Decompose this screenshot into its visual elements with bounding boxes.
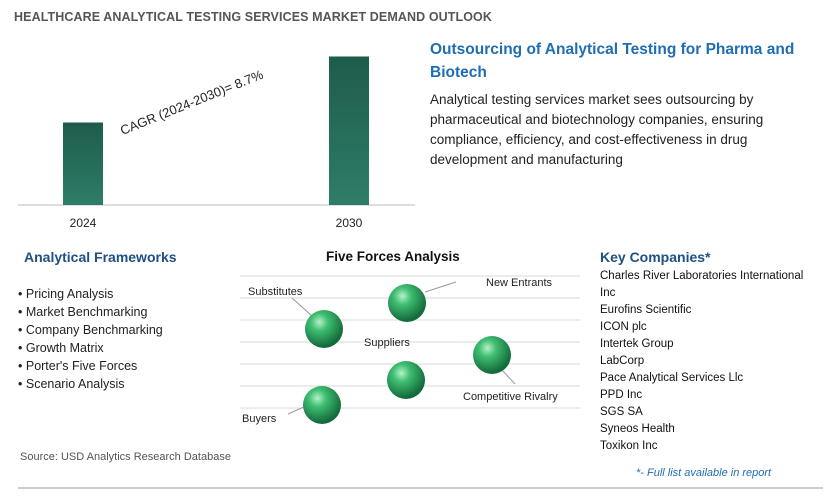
list-item: Company Benchmarking [18,321,163,339]
list-item: Growth Matrix [18,339,163,357]
suppliers-label: Suppliers [364,337,410,349]
new-entrants-label: New Entrants [486,277,553,289]
full-list-note: *- Full list available in report [636,467,772,479]
page-title: HEALTHCARE ANALYTICAL TESTING SERVICES M… [14,10,493,24]
list-item: ICON plc [600,321,647,333]
x-tick-label: 2030 [336,216,363,230]
bottom-divider [18,487,823,489]
list-item: Eurofins Scientific [600,304,692,316]
buyers-sphere [303,386,341,424]
list-item: Inc [600,287,616,299]
list-item: SGS SA [600,406,643,418]
list-item: Pace Analytical Services Llc [600,372,744,384]
highlight-text: Analytical testing services market sees … [430,92,764,167]
list-item: LabCorp [600,355,645,367]
list-item: PPD Inc [600,389,643,401]
frameworks-list: Pricing Analysis Market Benchmarking Com… [18,285,163,393]
competitive-rivalry-sphere [473,336,511,374]
companies-list: Charles River Laboratories International… [600,268,830,455]
substitutes-sphere [305,310,343,348]
list-item: Toxikon Inc [600,440,658,452]
bar-2024 [63,122,103,205]
x-tick-label: 2024 [70,216,97,230]
list-item: Scenario Analysis [18,375,163,393]
bar-2030 [329,56,369,205]
suppliers-sphere [387,361,425,399]
competitive-rivalry-label: Competitive Rivalry [463,391,558,403]
highlight-heading: Outsourcing of Analytical Testing for Ph… [430,41,795,81]
companies-title: Key Companies* [600,249,711,265]
list-item: Syneos Health [600,423,675,435]
list-item: Intertek Group [600,338,674,350]
list-item: Market Benchmarking [18,303,163,321]
five-forces-title: Five Forces Analysis [326,249,460,264]
bar-chart: 2024 2030 [18,56,415,230]
list-item: Charles River Laboratories International [600,270,804,282]
frameworks-title: Analytical Frameworks [24,249,177,265]
five-forces-diagram [240,275,580,424]
substitutes-label: Substitutes [248,286,303,298]
list-item: Porter's Five Forces [18,357,163,375]
buyers-label: Buyers [242,413,277,425]
source-note: Source: USD Analytics Research Database [20,451,231,463]
new-entrants-sphere [388,284,426,322]
list-item: Pricing Analysis [18,285,163,303]
